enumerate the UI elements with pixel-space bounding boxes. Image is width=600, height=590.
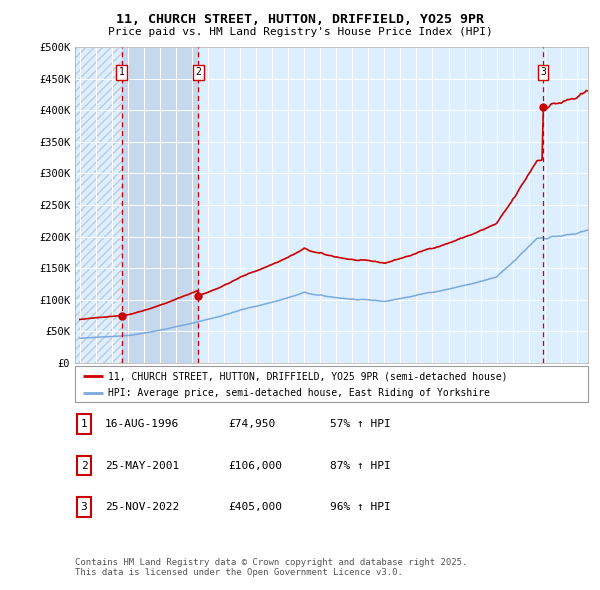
Text: 57% ↑ HPI: 57% ↑ HPI — [330, 419, 391, 429]
Text: 96% ↑ HPI: 96% ↑ HPI — [330, 502, 391, 512]
Bar — [77, 414, 91, 434]
Text: £405,000: £405,000 — [228, 502, 282, 512]
Text: 1: 1 — [119, 67, 125, 77]
Bar — [75, 47, 122, 363]
Text: 3: 3 — [540, 67, 546, 77]
Text: 2: 2 — [80, 461, 88, 470]
Text: 1: 1 — [80, 419, 88, 429]
Bar — [77, 455, 91, 476]
Text: Contains HM Land Registry data © Crown copyright and database right 2025.
This d: Contains HM Land Registry data © Crown c… — [75, 558, 467, 577]
Text: 25-NOV-2022: 25-NOV-2022 — [105, 502, 179, 512]
Text: 2: 2 — [196, 67, 201, 77]
Text: 25-MAY-2001: 25-MAY-2001 — [105, 461, 179, 470]
Text: 11, CHURCH STREET, HUTTON, DRIFFIELD, YO25 9PR: 11, CHURCH STREET, HUTTON, DRIFFIELD, YO… — [116, 13, 484, 26]
Bar — [122, 47, 199, 363]
Text: Price paid vs. HM Land Registry's House Price Index (HPI): Price paid vs. HM Land Registry's House … — [107, 27, 493, 37]
Text: 3: 3 — [80, 502, 88, 512]
Text: £74,950: £74,950 — [228, 419, 275, 429]
Text: HPI: Average price, semi-detached house, East Riding of Yorkshire: HPI: Average price, semi-detached house,… — [109, 388, 490, 398]
Text: £106,000: £106,000 — [228, 461, 282, 470]
Text: 16-AUG-1996: 16-AUG-1996 — [105, 419, 179, 429]
Text: 11, CHURCH STREET, HUTTON, DRIFFIELD, YO25 9PR (semi-detached house): 11, CHURCH STREET, HUTTON, DRIFFIELD, YO… — [109, 371, 508, 381]
Text: 87% ↑ HPI: 87% ↑ HPI — [330, 461, 391, 470]
Bar — [77, 497, 91, 517]
